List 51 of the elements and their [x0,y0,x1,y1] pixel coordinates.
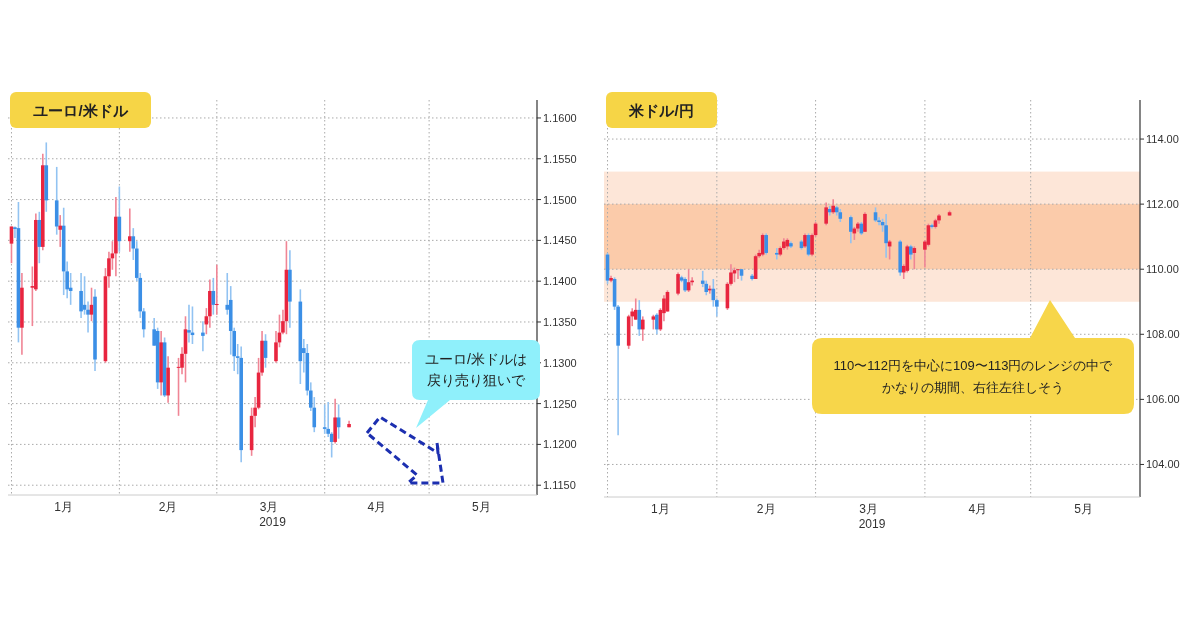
y-tick-label: 104.00 [1146,458,1180,471]
x-tick-label: 2月 [158,500,178,514]
y-tick-label: 1.1350 [543,315,577,328]
x-tick-label: 3月 [859,502,878,516]
candlestick [849,214,853,244]
candlestick [676,271,680,297]
y-tick-label: 1.1500 [543,193,577,206]
x-tick-label: 5月 [1074,502,1093,516]
candlestick [201,320,205,353]
annotation: 戻り売り狙いで [427,372,526,388]
x-tick-label: 2月 [756,502,776,516]
y-tick-label: 108.00 [1146,328,1180,341]
y-tick-label: 110.00 [1146,263,1179,276]
y-tick-label: 1.1450 [543,234,577,247]
candlestick [79,272,83,319]
y-tick-label: 1.1400 [543,275,577,288]
chart-title: 米ドル/円 [628,102,694,119]
candlestick [640,315,645,342]
x-axis-title: 2019 [858,517,886,531]
chart-title: ユーロ/米ドル [33,102,129,119]
candlestick [774,247,779,261]
annotation: 110〜112円を中心に109〜113円のレンジの中で [833,358,1114,373]
annotation: かなりの期間、右往左往しそう [882,380,1064,395]
candlestick [215,264,219,316]
y-tick-label: 106.00 [1146,393,1180,406]
y-tick-label: 1.1200 [543,438,577,451]
candlestick [58,214,62,248]
x-tick-label: 5月 [471,500,491,514]
annotation: ユーロ/米ドルは [425,351,527,367]
candlestick [824,201,828,227]
x-tick-label: 4月 [367,500,387,514]
x-axis-title: 2019 [259,515,287,529]
y-tick-label: 1.1550 [543,152,577,165]
candlestick [187,304,191,344]
y-tick-label: 1.1300 [543,356,577,369]
y-tick-label: 1.1150 [543,479,576,492]
x-tick-label: 3月 [259,500,279,514]
candlestick [736,268,740,280]
candlestick [884,213,888,259]
y-tick-label: 1.1250 [543,397,577,410]
x-tick-label: 1月 [54,500,74,514]
candlestick [764,232,769,256]
candlestick [655,312,659,336]
x-tick-label: 4月 [968,502,988,516]
candlestick [637,299,642,337]
candlestick [863,211,867,233]
candlestick [322,403,327,435]
y-tick-label: 114.00 [1146,133,1179,146]
y-tick-label: 1.1600 [543,111,577,124]
y-tick-label: 112.00 [1146,198,1179,211]
x-tick-label: 1月 [651,502,670,516]
